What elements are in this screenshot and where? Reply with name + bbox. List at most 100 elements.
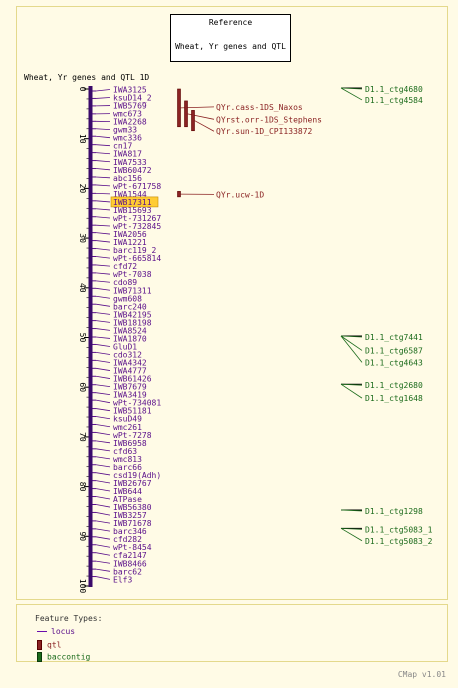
locus-label[interactable]: barc66 bbox=[113, 463, 142, 472]
locus-label[interactable]: csd19(Adh) bbox=[113, 471, 161, 480]
locus-connector bbox=[95, 97, 111, 99]
locus-connector bbox=[95, 135, 111, 139]
locus-label[interactable]: barc119_2 bbox=[113, 246, 157, 255]
locus-connector bbox=[95, 576, 111, 580]
locus-label[interactable]: IWB71678 bbox=[113, 519, 152, 528]
locus-label[interactable]: IWB51181 bbox=[113, 407, 152, 416]
qtl-label[interactable]: QYr.cass-1DS_Naxos bbox=[216, 103, 303, 112]
locus-connectors bbox=[92, 89, 111, 580]
locus-label[interactable]: IWA4342 bbox=[113, 359, 147, 368]
locus-label[interactable]: wmc673 bbox=[113, 110, 142, 119]
locus-label[interactable]: IWB8466 bbox=[113, 559, 147, 568]
locus-label[interactable]: cn17 bbox=[113, 142, 132, 151]
contig-label[interactable]: D1.1_ctg4643 bbox=[365, 358, 423, 367]
locus-label[interactable]: IWB18198 bbox=[113, 318, 152, 327]
locus-label[interactable]: IWB42195 bbox=[113, 310, 152, 319]
contig-label[interactable]: D1.1_ctg6587 bbox=[365, 346, 423, 355]
locus-label[interactable]: IWA7533 bbox=[113, 158, 147, 167]
locus-connector bbox=[95, 416, 111, 420]
locus-label[interactable]: IWB7679 bbox=[113, 383, 147, 392]
locus-label[interactable]: wPt-7038 bbox=[113, 270, 152, 279]
locus-label[interactable]: wmc336 bbox=[113, 134, 142, 143]
locus-label[interactable]: IWA8524 bbox=[113, 326, 147, 335]
legend-label-qtl: qtl bbox=[47, 640, 62, 650]
locus-label[interactable]: IWB56380 bbox=[113, 503, 152, 512]
qtl-label[interactable]: QYr.ucw-1D bbox=[216, 190, 264, 199]
qtl-bar[interactable] bbox=[191, 110, 195, 132]
locus-label[interactable]: IWA2056 bbox=[113, 230, 147, 239]
locus-label[interactable]: IWA817 bbox=[113, 150, 142, 159]
qtl-bar[interactable] bbox=[177, 191, 181, 198]
locus-label[interactable]: abc156 bbox=[113, 174, 142, 183]
locus-label[interactable]: IWB15693 bbox=[113, 206, 152, 215]
legend-label-baccontig: baccontig bbox=[47, 652, 91, 662]
qtl-label[interactable]: QYrst.orr-1DS_Stephens bbox=[216, 115, 322, 124]
locus-label[interactable]: IWB60472 bbox=[113, 166, 152, 175]
locus-label[interactable]: wPt-731267 bbox=[113, 214, 161, 223]
contig-label[interactable]: D1.1_ctg2680 bbox=[365, 381, 423, 390]
locus-label[interactable]: wPt-665814 bbox=[113, 254, 161, 263]
locus-label[interactable]: IWB5769 bbox=[113, 102, 147, 111]
locus-label[interactable]: IWA3125 bbox=[113, 86, 147, 95]
locus-label[interactable]: IWA2268 bbox=[113, 118, 147, 127]
locus-label[interactable]: ksuD49 bbox=[113, 415, 142, 424]
qtl-label[interactable]: QYr.sun-1D_CPI133872 bbox=[216, 127, 313, 136]
locus-label[interactable]: IWA4777 bbox=[113, 367, 147, 376]
legend-title: Feature Types: bbox=[35, 614, 103, 623]
locus-label[interactable]: ATPase bbox=[113, 495, 142, 504]
locus-label[interactable]: IWB17311 bbox=[113, 198, 152, 207]
locus-label[interactable]: barc62 bbox=[113, 567, 142, 576]
contig-label[interactable]: D1.1_ctg4680 bbox=[365, 85, 423, 94]
locus-label[interactable]: IWA1221 bbox=[113, 238, 147, 247]
qtl-bar[interactable] bbox=[177, 88, 181, 128]
legend-label-locus: locus bbox=[51, 627, 76, 636]
locus-label[interactable]: IWB26767 bbox=[113, 479, 152, 488]
locus-label[interactable]: IWB61426 bbox=[113, 375, 152, 384]
contig-label[interactable]: D1.1_ctg7441 bbox=[365, 333, 423, 342]
locus-label[interactable]: ksuD14_2 bbox=[113, 94, 152, 103]
locus-label[interactable]: wmc813 bbox=[113, 455, 142, 464]
locus-label[interactable]: barc346 bbox=[113, 527, 147, 536]
locus-label[interactable]: cfd72 bbox=[113, 262, 137, 271]
chromosome-bar[interactable] bbox=[88, 86, 93, 587]
ruler-tick-label: 40 bbox=[78, 283, 87, 293]
locus-label[interactable]: cdo312 bbox=[113, 350, 142, 359]
locus-label[interactable]: gwm608 bbox=[113, 294, 142, 303]
locus-label[interactable]: IWB644 bbox=[113, 487, 142, 496]
qtl-bar[interactable] bbox=[184, 100, 188, 128]
locus-connector bbox=[95, 496, 111, 500]
contig-label[interactable]: D1.1_ctg4584 bbox=[365, 96, 423, 105]
locus-connector bbox=[95, 192, 111, 195]
locus-label[interactable]: wPt-7278 bbox=[113, 431, 152, 440]
locus-connector bbox=[95, 264, 111, 267]
locus-label[interactable]: cfd63 bbox=[113, 447, 137, 456]
locus-label[interactable]: IWB3257 bbox=[113, 511, 147, 520]
contig-label[interactable]: D1.1_ctg5083_1 bbox=[365, 525, 433, 534]
locus-label[interactable]: wPt-734081 bbox=[113, 399, 161, 408]
locus-label[interactable]: IWA1544 bbox=[113, 190, 147, 199]
locus-label[interactable]: wPt-671758 bbox=[113, 182, 161, 191]
locus-label[interactable]: gwm33 bbox=[113, 126, 137, 135]
locus-label[interactable]: IWB71311 bbox=[113, 286, 152, 295]
locus-highlight bbox=[110, 196, 159, 208]
locus-label[interactable]: cfd282 bbox=[113, 535, 142, 544]
reference-title: Reference bbox=[208, 18, 253, 27]
locus-label[interactable]: cdo89 bbox=[113, 278, 137, 287]
locus-label[interactable]: cfa2147 bbox=[113, 551, 147, 560]
locus-label[interactable]: wPt-8454 bbox=[113, 543, 152, 552]
contig-label[interactable]: D1.1_ctg1648 bbox=[365, 394, 423, 403]
locus-label[interactable]: IWA1870 bbox=[113, 334, 147, 343]
locus-label[interactable]: IWA3419 bbox=[113, 391, 147, 400]
locus-label[interactable]: wmc261 bbox=[113, 423, 142, 432]
locus-connector bbox=[95, 375, 111, 379]
locus-connector bbox=[95, 464, 111, 468]
locus-label[interactable]: barc240 bbox=[113, 302, 147, 311]
contig-label[interactable]: D1.1_ctg1298 bbox=[365, 507, 423, 516]
locus-connector bbox=[95, 232, 111, 235]
locus-label[interactable]: IWB6958 bbox=[113, 439, 147, 448]
locus-label[interactable]: wPt-732845 bbox=[113, 222, 161, 231]
locus-label[interactable]: GluD1 bbox=[113, 342, 137, 351]
contig-label[interactable]: D1.1_ctg5083_2 bbox=[365, 537, 433, 546]
locus-connector bbox=[95, 544, 111, 548]
locus-label[interactable]: Elf3 bbox=[113, 575, 132, 584]
